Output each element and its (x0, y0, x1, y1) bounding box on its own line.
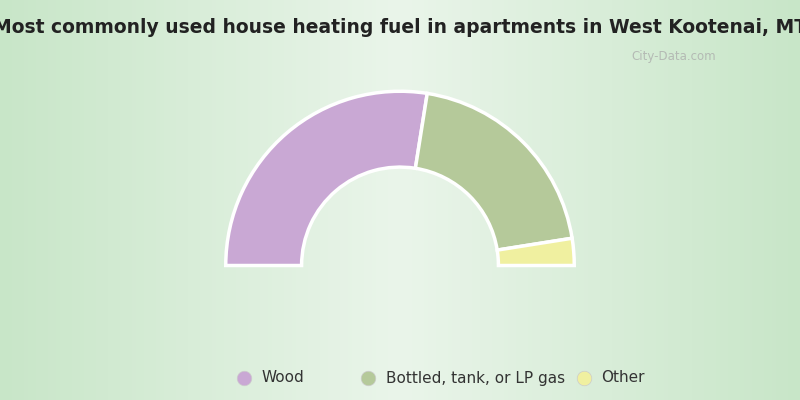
Wedge shape (497, 238, 574, 266)
Text: Bottled, tank, or LP gas: Bottled, tank, or LP gas (386, 370, 565, 386)
Text: Most commonly used house heating fuel in apartments in West Kootenai, MT: Most commonly used house heating fuel in… (0, 18, 800, 37)
Wedge shape (226, 91, 427, 266)
Text: City-Data.com: City-Data.com (631, 50, 716, 63)
Text: Wood: Wood (262, 370, 304, 386)
Point (578, 375, 590, 381)
Point (362, 375, 374, 381)
Text: Other: Other (602, 370, 645, 386)
Point (238, 375, 250, 381)
Wedge shape (415, 93, 572, 250)
